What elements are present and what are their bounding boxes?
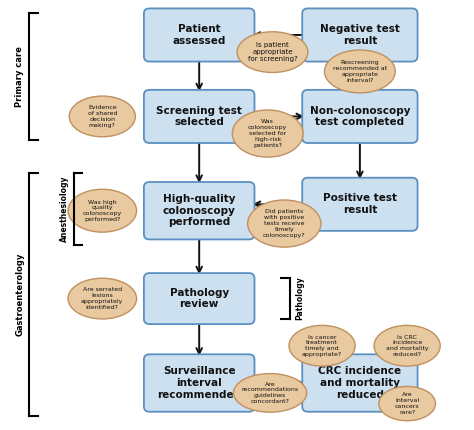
FancyBboxPatch shape <box>144 9 255 61</box>
Ellipse shape <box>247 200 321 247</box>
Ellipse shape <box>234 374 307 412</box>
Text: Patient
assessed: Patient assessed <box>173 24 226 46</box>
Text: Are serrated
lesions
appropriately
identified?: Are serrated lesions appropriately ident… <box>81 287 124 310</box>
Text: Screening test
selected: Screening test selected <box>156 106 242 127</box>
FancyBboxPatch shape <box>302 178 418 231</box>
Text: Is patient
appropriate
for screening?: Is patient appropriate for screening? <box>247 42 297 62</box>
Ellipse shape <box>237 32 308 73</box>
Text: Surveillance
interval
recommended: Surveillance interval recommended <box>157 366 241 399</box>
FancyBboxPatch shape <box>302 9 418 61</box>
Ellipse shape <box>68 278 137 319</box>
Text: Gastroenterology: Gastroenterology <box>15 253 24 336</box>
Text: High-quality
colonoscopy
performed: High-quality colonoscopy performed <box>163 194 236 227</box>
Ellipse shape <box>379 387 436 421</box>
Text: Rescreening
recommended at
appropriate
interval?: Rescreening recommended at appropriate i… <box>333 60 387 83</box>
Text: Positive test
result: Positive test result <box>323 194 397 215</box>
Ellipse shape <box>232 110 303 157</box>
Text: Was
colonoscopy
selected for
high-risk
patients?: Was colonoscopy selected for high-risk p… <box>248 120 287 147</box>
FancyBboxPatch shape <box>302 354 418 412</box>
Ellipse shape <box>289 326 355 366</box>
Text: Is CRC
incidence
and mortality
reduced?: Is CRC incidence and mortality reduced? <box>386 335 428 357</box>
Ellipse shape <box>324 50 395 93</box>
FancyBboxPatch shape <box>144 354 255 412</box>
Ellipse shape <box>69 96 136 137</box>
Text: Primary care: Primary care <box>15 46 24 107</box>
FancyBboxPatch shape <box>302 90 418 143</box>
FancyBboxPatch shape <box>144 273 255 324</box>
FancyBboxPatch shape <box>144 90 255 143</box>
Text: Is cancer
treatment
timely and
appropriate?: Is cancer treatment timely and appropria… <box>302 335 342 357</box>
Ellipse shape <box>68 189 137 232</box>
Text: Are
recommendations
guidelines
concordant?: Are recommendations guidelines concordan… <box>242 382 299 404</box>
Text: Did patients
with positive
tests receive
timely
colonoscopy?: Did patients with positive tests receive… <box>263 209 306 238</box>
Text: Pathology: Pathology <box>296 276 305 320</box>
Text: Non-colonoscopy
test completed: Non-colonoscopy test completed <box>310 106 410 127</box>
Ellipse shape <box>374 326 440 366</box>
Text: CRC incidence
and mortality
reduced: CRC incidence and mortality reduced <box>319 366 401 399</box>
Text: Are
interval
cancers
rare?: Are interval cancers rare? <box>395 393 419 415</box>
Text: Was high
quality
colonoscopy
performed?: Was high quality colonoscopy performed? <box>82 200 122 222</box>
Text: Anesthesiology: Anesthesiology <box>60 176 69 242</box>
FancyBboxPatch shape <box>144 182 255 240</box>
Text: Evidence
of shared
decision
making?: Evidence of shared decision making? <box>88 105 117 128</box>
Text: Pathology
review: Pathology review <box>170 288 229 309</box>
Text: Negative test
result: Negative test result <box>320 24 400 46</box>
